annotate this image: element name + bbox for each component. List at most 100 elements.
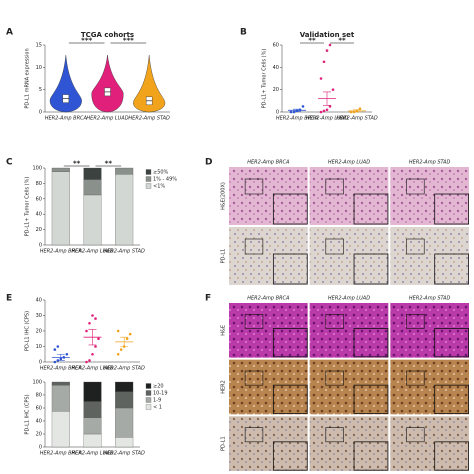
y-tick-label: 20 [273,87,279,93]
column-label: HER2-Amp BRCA [247,160,290,166]
y-tick-label: 40 [273,65,279,71]
x-tick-label: HER2-Amp STAD [336,116,378,122]
point [56,345,60,348]
zoom-inset [272,384,308,414]
row-label: PD-L1 [221,249,227,264]
point [116,352,120,356]
significance: ** [338,37,346,45]
legend-swatch [145,169,152,175]
zoom-inset [353,328,389,358]
zoom-inset [272,193,308,225]
legend-swatch [145,183,152,189]
point [328,43,332,47]
y-tick-label: 60 [36,196,42,202]
violin [91,55,124,113]
row-label: H&E [221,325,227,336]
panel-label: E [6,294,12,304]
significance: ** [308,37,316,45]
row-label: PD-L1 [221,436,227,451]
point [91,352,94,356]
x-tick-label: HER2-Amp STAD [103,366,145,372]
point [94,345,97,348]
point [88,321,91,325]
x-tick-label: HER2-Amp BRCA [276,116,319,122]
significance: *** [81,37,92,45]
x-tick-label: HER2-Amp BRCA [40,249,83,255]
legend-swatch [145,397,152,403]
region-box [406,427,425,443]
legend-swatch [145,390,152,396]
y-tick-label: 0 [39,360,42,366]
zoom-inset [434,253,469,285]
y-tick-label: 60 [273,43,279,49]
legend-label: 10-19 [153,391,168,397]
y-tick-label: 0 [39,243,42,249]
point [292,110,296,114]
point [325,108,329,112]
x-tick-label: HER2-Amp LUAD [71,366,113,372]
y-tick-label: 5 [39,87,42,93]
legend-label: ≥20 [153,384,164,390]
region-box [244,427,264,443]
point [328,105,332,108]
legend-label: < 1 [153,405,162,411]
y-tick-label: 10 [36,344,42,350]
y-tick-label: 40 [36,419,42,425]
error-bar [56,353,65,361]
point [319,110,323,114]
bar-segment [83,179,102,196]
legend-label: 1-9 [153,398,161,404]
y-axis-label: PD-L1 IHC (CPS) [25,311,31,351]
point [331,88,335,91]
zoom-inset [353,193,389,225]
region-box [325,427,344,443]
violin [133,55,166,113]
y-tick-label: 0 [39,445,42,451]
region-box [325,370,344,386]
point [128,332,132,336]
x-tick-label: HER2-Amp STAD [128,116,170,122]
bar-segment [115,167,134,175]
bar-segment [51,411,70,448]
region-box [406,370,425,386]
y-tick-label: 80 [36,393,42,399]
region-box [406,238,425,255]
point [94,317,97,320]
zoom-inset [272,328,308,358]
x-tick-label: HER2-Amp STAD [103,451,145,457]
region-box [406,314,425,329]
row-label: H&E(200X) [221,182,227,210]
y-tick-label: 30 [36,313,42,319]
bar-segment [83,167,102,180]
x-tick-label: HER2-Amp LUAD [71,249,113,255]
point [349,110,353,114]
region-box [406,178,425,195]
zoom-inset [272,253,308,285]
y-tick-label: 20 [36,329,42,335]
x-tick-label: HER2-Amp LUAD [306,116,348,122]
bar-segment [83,417,102,435]
y-tick-label: 100 [32,166,42,172]
x-tick-label: HER2-Amp LUAD [86,116,128,122]
x-tick-label: HER2-Amp LUAD [71,451,113,457]
point [358,107,362,110]
bar-segment [115,174,134,246]
y-tick-label: 0 [276,110,279,116]
region-box [244,314,264,329]
zoom-inset [434,193,469,225]
point [119,348,123,351]
y-tick-label: 100 [32,380,42,386]
column-label: HER2-Amp BRCA [247,296,290,302]
row-label: HER2 [221,380,227,394]
y-axis-label: PD-L1+ Tumor Cells (%) [262,49,268,109]
point [125,337,129,341]
y-tick-label: 40 [36,212,42,218]
point [289,110,293,114]
bar-segment [51,171,70,246]
zoom-inset [434,441,469,471]
significance: ** [105,160,113,168]
y-tick-label: 80 [36,181,42,187]
bar-segment [51,381,70,386]
column-label: HER2-Amp LUAD [328,296,370,302]
